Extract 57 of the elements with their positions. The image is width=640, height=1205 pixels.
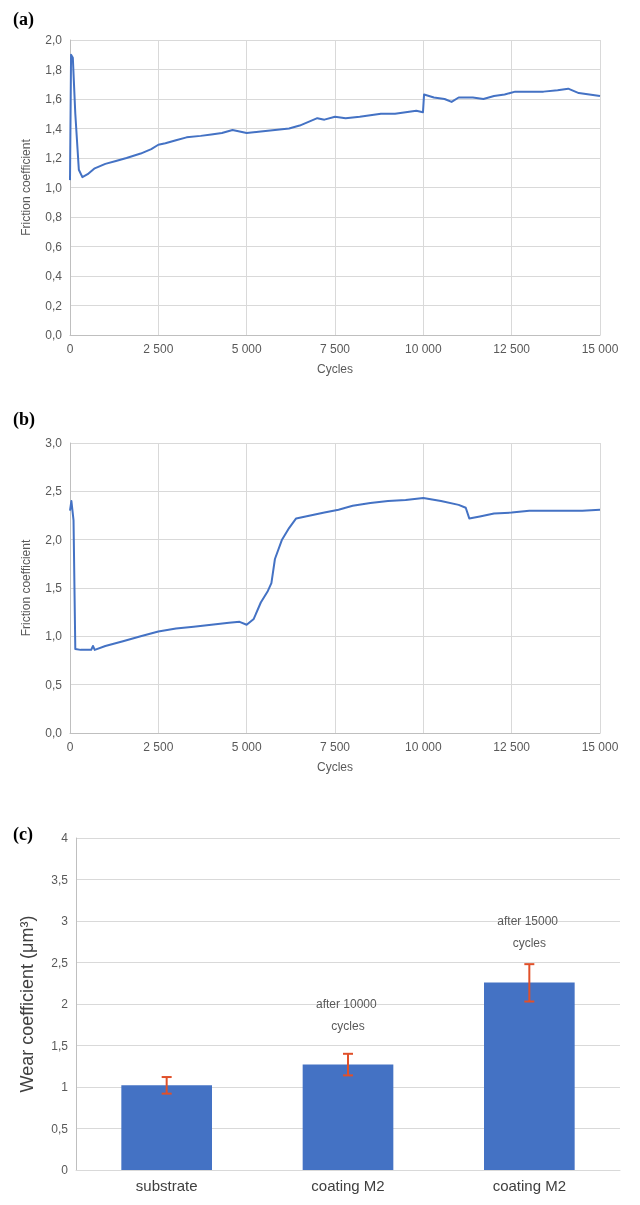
data-label: after 15000 cycles [497,914,562,951]
x-tick-label: 2 500 [143,740,174,754]
bar [484,982,575,1170]
x-tick-label: 5 000 [231,740,263,754]
y-tick-label: 2,0 [45,33,63,47]
y-tick-label: 0,6 [45,239,63,254]
y-tick-label: 1 [61,1080,69,1094]
y-tick-label: 1,2 [45,151,63,165]
y-tick-label: 2 [61,997,69,1011]
x-tick-label: 7 500 [319,740,351,754]
y-axis-title: Wear coefficient (μm³) [17,915,37,1093]
bar [121,1085,212,1170]
y-tick-label: 0,2 [45,298,63,313]
x-tick-label: 7 500 [319,342,351,356]
y-tick-label: 0 [61,1163,69,1177]
y-tick-label: 1,6 [45,92,63,106]
x-tick-label: 15 000 [581,740,619,754]
x-tick-label: 15 000 [581,342,619,356]
y-tick-label: 3,0 [45,436,63,450]
y-tick-label: 1,5 [45,581,63,595]
x-tick-label: 2 500 [143,342,174,356]
y-tick-label: 4 [61,831,69,845]
x-tick-label: coating M2 [311,1177,385,1194]
chart-title: (b) [13,409,35,430]
bar [302,1064,394,1170]
y-axis-title: Friction coefficient [19,539,33,637]
y-tick-label: 1,0 [45,180,63,195]
x-tick-label: 5 000 [231,342,263,356]
y-tick-label: 1,8 [45,62,63,77]
y-tick-label: 1,4 [45,121,63,136]
x-tick-label: 10 000 [404,740,443,754]
y-axis-title: Friction coefficient [19,138,33,236]
chart-title: (c) [13,824,33,845]
y-tick-label: 0,4 [45,269,63,283]
chart-title: (a) [13,9,34,30]
y-tick-label: 0,5 [51,1121,69,1136]
y-tick-label: 1,5 [51,1038,69,1053]
y-tick-label: 0,8 [45,210,63,224]
y-tick-label: 3 [61,914,69,928]
x-axis-title: Cycles [316,760,354,774]
y-tick-label: 0,5 [45,677,63,692]
x-tick-label: 10 000 [404,342,443,356]
x-axis-title: Cycles [316,362,354,376]
y-tick-label: 2,5 [45,484,63,499]
x-tick-label: substrate [135,1177,198,1194]
line-series [69,53,601,182]
y-tick-label: 0,0 [45,328,63,342]
x-tick-label: 12 500 [493,740,531,754]
x-tick-label: coating M2 [492,1177,567,1194]
y-tick-label: 2,0 [45,532,63,547]
y-tick-label: 0,0 [45,726,63,740]
y-tick-label: 1,0 [45,629,63,644]
line-series [69,497,601,651]
y-tick-label: 2,5 [51,955,69,970]
x-tick-label: 12 500 [493,342,531,356]
data-label: after 10000 cycles [315,996,381,1033]
y-tick-label: 3,5 [51,872,69,887]
